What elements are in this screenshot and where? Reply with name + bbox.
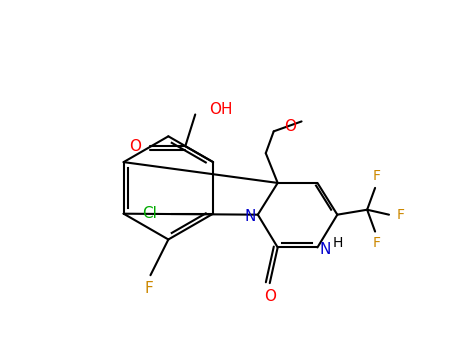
Text: N: N bbox=[320, 242, 331, 257]
Text: F: F bbox=[397, 208, 405, 222]
Text: O: O bbox=[264, 288, 276, 303]
Text: O: O bbox=[283, 119, 296, 134]
Text: O: O bbox=[130, 139, 142, 154]
Text: F: F bbox=[373, 169, 381, 183]
Text: F: F bbox=[144, 281, 153, 296]
Text: Cl: Cl bbox=[142, 206, 157, 221]
Text: H: H bbox=[332, 237, 343, 251]
Text: N: N bbox=[244, 209, 256, 224]
Text: OH: OH bbox=[209, 102, 233, 117]
Text: F: F bbox=[373, 237, 381, 251]
